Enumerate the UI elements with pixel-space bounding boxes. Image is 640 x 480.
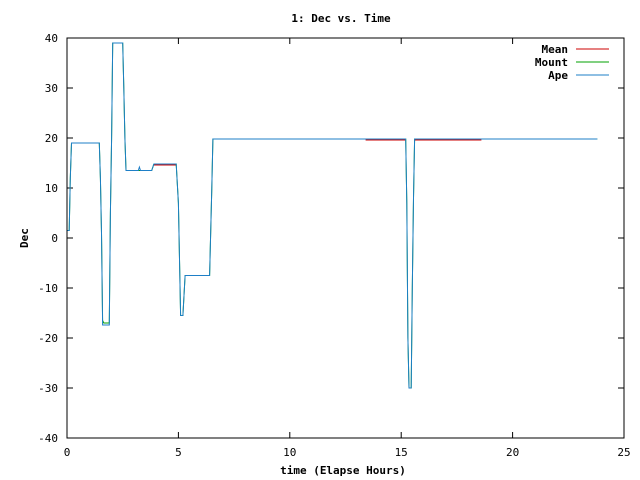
x-tick-label: 10: [283, 446, 296, 459]
x-tick-label: 25: [617, 446, 630, 459]
x-tick-label: 5: [175, 446, 182, 459]
y-tick-label: -30: [38, 382, 58, 395]
series-lines: [67, 42, 598, 389]
x-tick-label: 15: [395, 446, 408, 459]
series-line-ape: [67, 42, 598, 389]
y-tick-label: 40: [45, 32, 58, 45]
legend-label: Ape: [548, 69, 568, 82]
y-tick-label: -10: [38, 282, 58, 295]
chart-title: 1: Dec vs. Time: [291, 12, 391, 25]
axis-ticks: 0 5 10 15 20 25 -40 -30 -20 -10 0 10 20 30 40: [38, 32, 631, 459]
y-tick-label: 0: [51, 232, 58, 245]
y-tick-label: 20: [45, 132, 58, 145]
legend-label: Mean: [542, 43, 569, 56]
y-axis-label: Dec: [18, 228, 31, 248]
y-tick-label: -20: [38, 332, 58, 345]
x-axis-label: time (Elapse Hours): [280, 464, 406, 477]
y-tick-label: -40: [38, 432, 58, 445]
series-line-mount: [67, 42, 598, 389]
plot-frame: [66, 37, 625, 439]
x-tick-label: 20: [506, 446, 519, 459]
x-tick-label: 0: [64, 446, 71, 459]
y-tick-label: 10: [45, 182, 58, 195]
legend-label: Mount: [535, 56, 568, 69]
series-line-mean: [102, 139, 482, 326]
y-tick-label: 30: [45, 82, 58, 95]
